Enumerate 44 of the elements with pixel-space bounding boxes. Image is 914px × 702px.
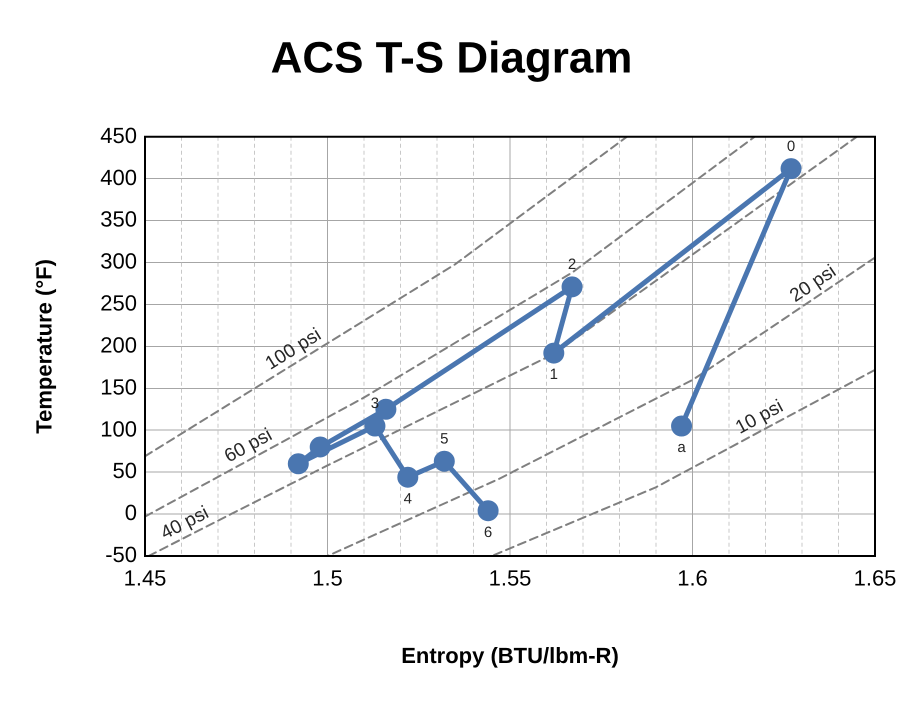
point (310, 436, 331, 458)
annotation: 6 (484, 524, 492, 541)
x-tick-label: 1.55 (488, 565, 532, 590)
annotation: 0 (786, 138, 796, 155)
y-tick-label: 200 (100, 332, 137, 358)
x-tick-label: 1.65 (854, 565, 896, 590)
text: 100 psi (262, 324, 325, 374)
y-tick-label: 150 (100, 374, 137, 400)
line-series (326, 256, 875, 556)
x-axis-title: Entropy (BTU/lbm-R) (401, 642, 619, 668)
point (562, 276, 583, 298)
annotation: 5 (440, 430, 448, 448)
y-tick-label: 250 (100, 290, 137, 316)
y-tick-label: 0 (124, 500, 137, 526)
y-tick-label: 50 (112, 458, 137, 484)
y-tick-label: 350 (100, 206, 137, 232)
text: 40 psi (157, 502, 212, 544)
chart-title: ACS T-S Diagram (270, 34, 632, 83)
annotation: 2 (568, 256, 576, 274)
annotation: 1 (550, 366, 558, 384)
y-tick-label: 100 (100, 416, 137, 442)
annotation: 4 (404, 490, 412, 508)
point (543, 342, 564, 364)
y-tick-label: 450 (100, 122, 137, 148)
point (364, 416, 386, 437)
annotation: 3 (370, 395, 380, 412)
y-tick-label: 300 (100, 248, 137, 274)
point (671, 416, 692, 437)
x-tick-label: 1.45 (124, 565, 166, 590)
text: 10 psi (732, 396, 787, 439)
annotation: a (677, 439, 686, 456)
y-tick-label: 400 (100, 164, 137, 190)
point (288, 453, 309, 474)
x-tick-label: 1.5 (312, 565, 343, 590)
point (397, 466, 418, 488)
point (434, 450, 455, 472)
point (478, 500, 499, 522)
y-tick-label: -50 (105, 542, 137, 568)
text: 60 psi (221, 424, 276, 468)
point (780, 158, 802, 180)
x-tick-label: 1.6 (677, 565, 708, 590)
line-series (148, 136, 858, 556)
text: 20 psi (786, 260, 840, 307)
y-axis-title: Temperature (°F) (31, 259, 56, 434)
